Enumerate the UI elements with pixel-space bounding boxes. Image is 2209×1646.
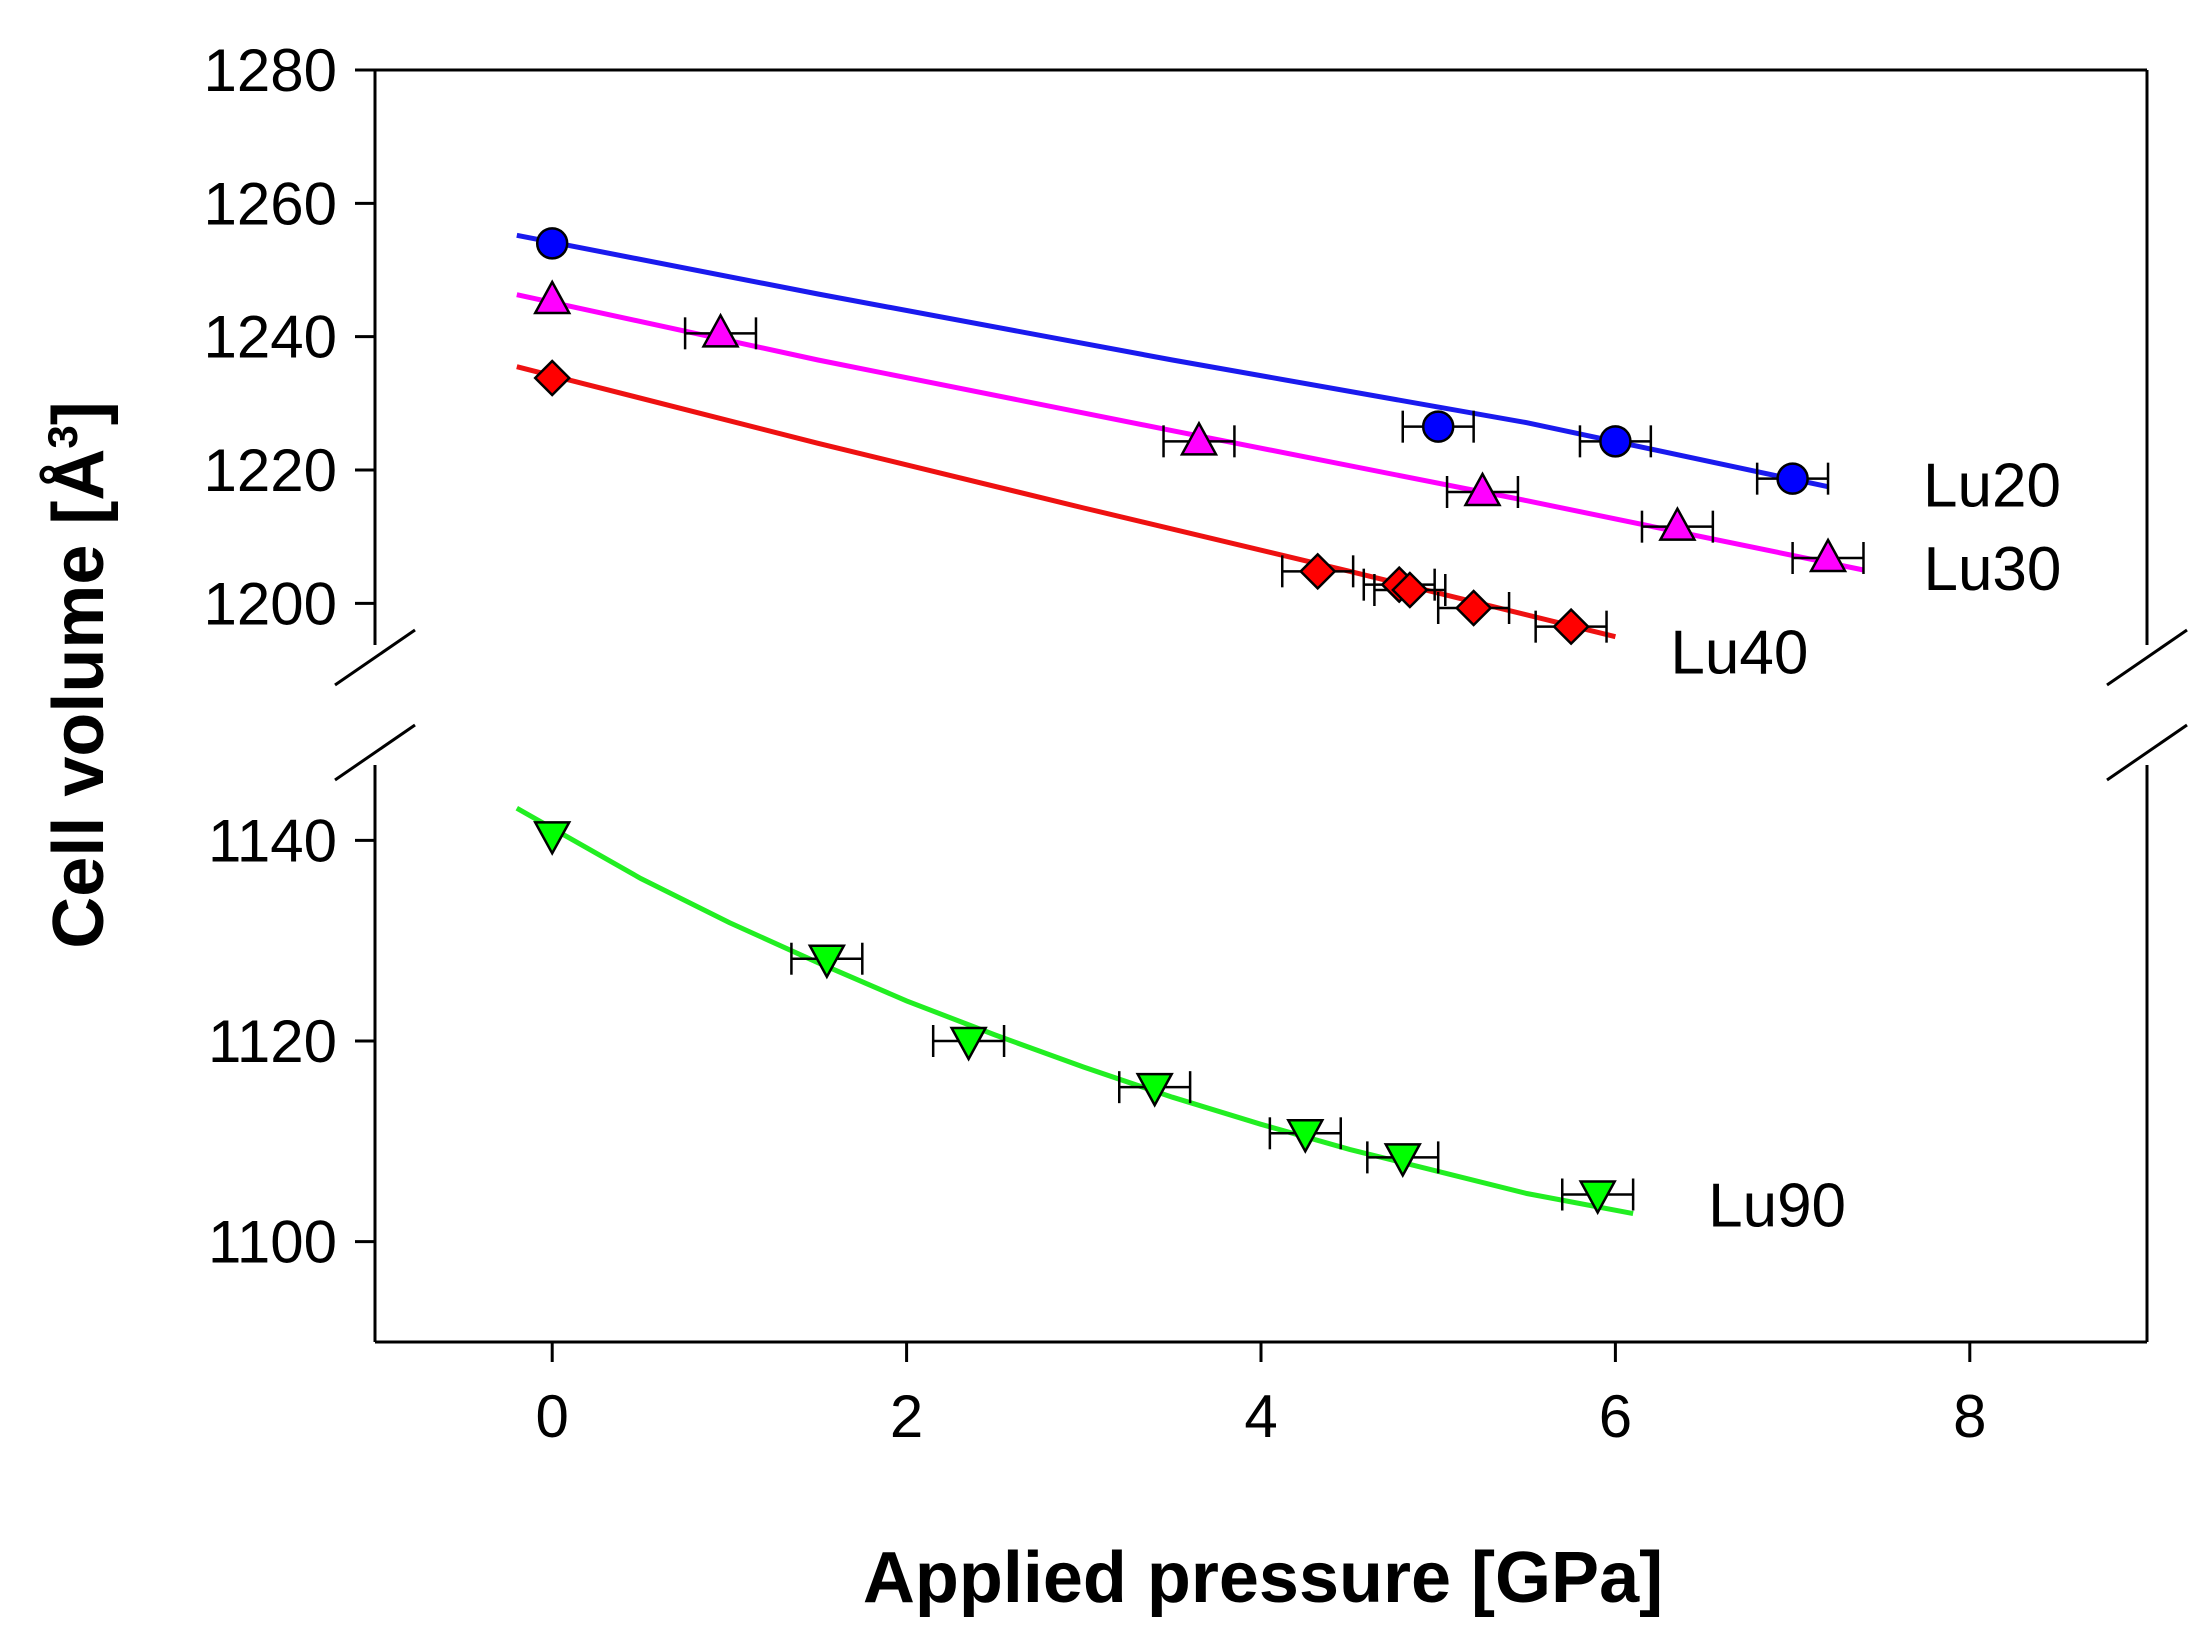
y-tick-label: 1280 [204,37,337,104]
marker-lu30 [1658,506,1697,541]
marker-lu40 [533,359,571,397]
axis-break-left-upper [334,628,416,687]
y-tick-label: 1220 [204,437,337,504]
marker-lu90 [1383,1143,1422,1178]
marker-lu90 [807,944,846,980]
y-tick-label: 1140 [208,807,337,874]
axis-ticks: 0 2 4 6 8 1200 1220 1240 1260 1280 1100 1120 1140 [204,37,1987,1450]
marker-lu30 [1179,420,1219,456]
y-tick-label: 1200 [204,570,337,637]
marker-lu90 [1286,1119,1325,1154]
y-axis-title-main: Cell volume [Å [39,449,119,949]
marker-lu20 [535,227,569,260]
y-axis-title-superscript: 3 [39,425,86,448]
marker-lu30 [1463,471,1502,507]
series-label-lu30: Lu30 [1923,535,2061,604]
x-tick-label: 6 [1599,1383,1632,1450]
marker-lu90 [533,821,572,856]
series-label-lu20: Lu20 [1923,452,2061,521]
marker-lu40 [1298,552,1337,591]
y-tick-label: 1260 [204,170,337,237]
marker-lu40 [1552,607,1590,646]
x-axis-title: Applied pressure [GPa] [863,1538,1663,1618]
marker-lu20 [1776,462,1809,495]
axis-break-right-upper [2106,628,2188,687]
axis-break-right-lower [2106,723,2188,782]
marker-lu90 [1135,1072,1174,1108]
marker-lu30 [701,312,740,348]
series-label-lu90: Lu90 [1708,1172,1846,1241]
data-markers [533,227,1848,1216]
y-tick-label: 1120 [208,1008,337,1075]
axis-break-left-lower [334,723,416,782]
fit-line-lu20 [516,232,1829,490]
y-tick-label: 1240 [204,304,337,371]
marker-lu30 [1808,537,1848,573]
series-label-lu40: Lu40 [1670,619,1808,688]
marker-lu20 [1421,410,1455,443]
x-tick-label: 8 [1953,1383,1986,1450]
x-tick-label: 2 [890,1383,923,1450]
series-labels: Lu20 Lu30 Lu40 Lu90 [1670,452,2061,1241]
x-tick-label: 0 [536,1383,569,1450]
plot-frame [334,68,2188,1344]
fit-curves [515,232,1865,1217]
marker-lu40 [1391,571,1429,609]
marker-lu90 [949,1026,988,1062]
marker-lu40 [1454,589,1493,627]
y-axis-title-close: ] [39,401,119,425]
marker-lu30 [533,279,572,315]
x-tick-label: 4 [1244,1383,1277,1450]
y-axis-title: Cell volume [Å3] [39,401,119,948]
marker-lu20 [1599,425,1632,458]
y-tick-label: 1100 [208,1209,337,1276]
marker-lu90 [1578,1180,1617,1216]
fit-line-lu90 [515,806,1634,1217]
